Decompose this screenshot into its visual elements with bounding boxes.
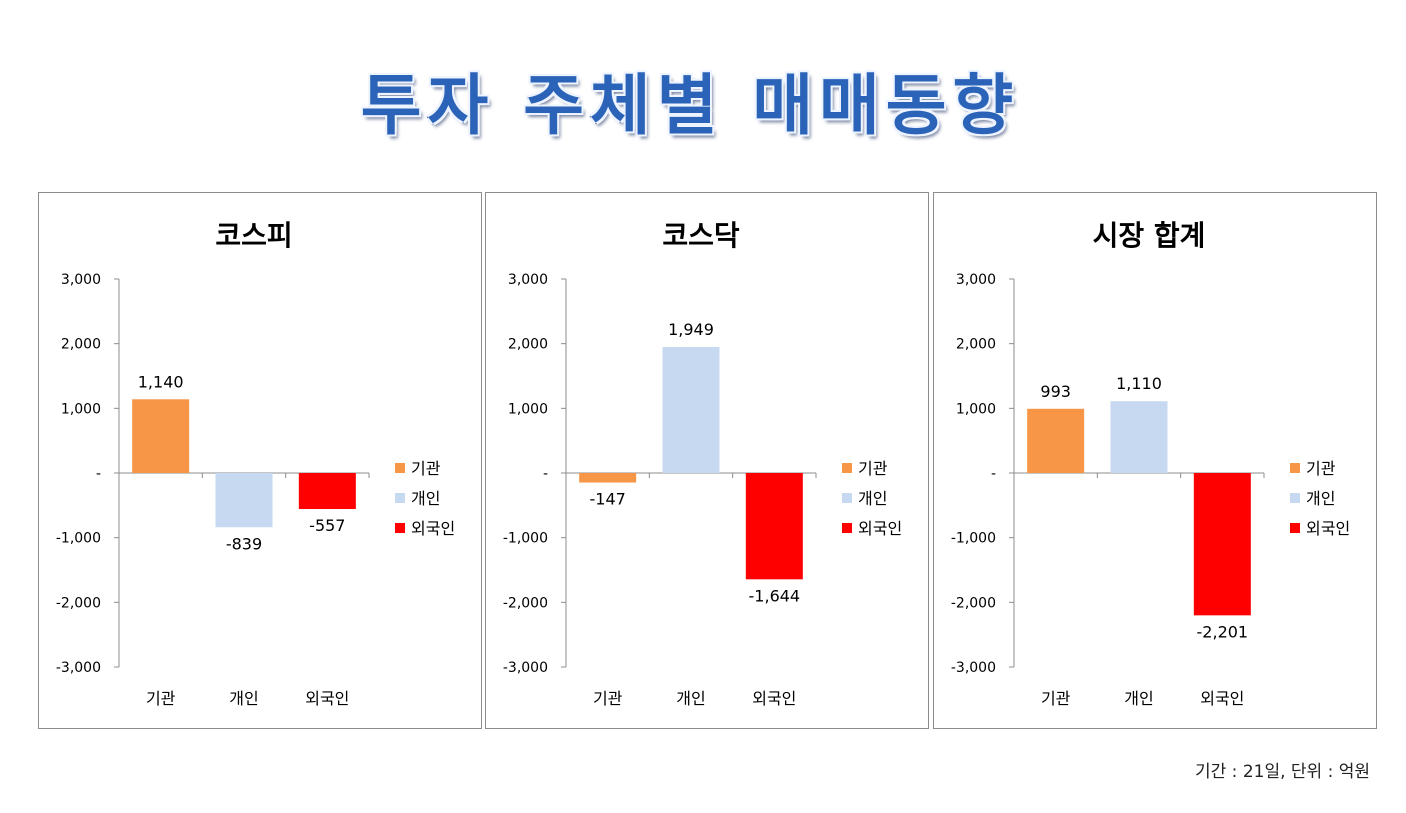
y-tick-label: 1,000 (61, 401, 101, 417)
bar-3 (745, 473, 803, 580)
bar-3 (1193, 473, 1251, 616)
y-tick-label: -1,000 (951, 531, 996, 547)
x-tick-label: 외국인 (1200, 689, 1244, 708)
data-label: 1,110 (1116, 374, 1162, 393)
y-tick-label: - (543, 466, 548, 482)
legend-swatch (395, 523, 405, 533)
x-tick-label: 기관 (593, 689, 623, 708)
legend-label: 외국인 (1306, 519, 1350, 538)
chart-svg: 시장 합계 3,000 2,000 1,000 - -1,000 -2,000 -3,000 9… (951, 219, 1350, 708)
legend-swatch (842, 523, 852, 533)
y-tick-label: -3,000 (951, 660, 996, 676)
y-tick-label: 3,000 (508, 272, 548, 288)
data-label: -557 (309, 516, 345, 535)
chart-panel-total: 시장 합계 3,000 2,000 1,000 - -1,000 -2,000 -3,000 9… (933, 192, 1377, 729)
chart-panel-kospi: 코스피 3,000 2,000 1,000 - -1,000 -2,000 -3,000 1,1… (38, 192, 482, 729)
legend-swatch (1290, 463, 1300, 473)
data-label: -147 (590, 490, 626, 509)
legend-swatch (395, 493, 405, 503)
legend-label: 개인 (411, 489, 440, 508)
chart-svg: 코스닥 3,000 2,000 1,000 - -1,000 -2,000 -3,000 -14… (503, 219, 902, 708)
legend-label: 외국인 (858, 519, 902, 538)
legend-label: 기관 (1306, 459, 1336, 478)
y-tick-label: 3,000 (61, 272, 101, 288)
y-tick-label: - (96, 466, 101, 482)
legend-swatch (1290, 523, 1300, 533)
data-label: -2,201 (1197, 622, 1249, 641)
legend-swatch (1290, 493, 1300, 503)
chart-svg: 코스피 3,000 2,000 1,000 - -1,000 -2,000 -3,000 1,1… (56, 219, 455, 708)
bar-3 (298, 473, 356, 510)
y-tick-label: -1,000 (503, 531, 548, 547)
y-tick-label: -3,000 (56, 660, 101, 676)
data-label: 1,949 (668, 320, 714, 339)
y-tick-label: 2,000 (956, 337, 996, 353)
bar-1 (132, 399, 190, 473)
y-tick-label: 1,000 (956, 401, 996, 417)
bar-1 (579, 473, 637, 483)
legend-label: 외국인 (411, 519, 455, 538)
footnote: 기간 : 21일, 단위 : 억원 (1195, 762, 1370, 782)
legend-label: 기관 (858, 459, 888, 478)
legend-label: 기관 (411, 459, 441, 478)
x-tick-label: 개인 (229, 689, 258, 708)
y-tick-label: -3,000 (503, 660, 548, 676)
x-tick-label: 외국인 (752, 689, 796, 708)
x-tick-label: 기관 (1041, 689, 1071, 708)
chart-title: 코스피 (215, 219, 292, 252)
x-tick-label: 기관 (146, 689, 176, 708)
x-tick-label: 개인 (676, 689, 705, 708)
bar-2 (662, 346, 720, 473)
y-tick-label: -2,000 (503, 595, 548, 611)
page-title: 투자 주체별 매매동향 (360, 66, 1020, 145)
y-tick-label: -1,000 (56, 531, 101, 547)
legend-swatch (395, 463, 405, 473)
data-label: 993 (1040, 382, 1071, 401)
y-tick-label: -2,000 (56, 595, 101, 611)
y-tick-label: 2,000 (61, 337, 101, 353)
y-tick-label: - (991, 466, 996, 482)
data-label: -839 (226, 534, 262, 553)
y-tick-label: 3,000 (956, 272, 996, 288)
legend-label: 개인 (1306, 489, 1335, 508)
x-tick-label: 외국인 (305, 689, 349, 708)
y-tick-label: -2,000 (951, 595, 996, 611)
bar-2 (1110, 401, 1168, 473)
data-label: -1,644 (749, 586, 801, 605)
legend-label: 개인 (858, 489, 887, 508)
data-label: 1,140 (138, 372, 184, 391)
chart-panel-kosdaq: 코스닥 3,000 2,000 1,000 - -1,000 -2,000 -3,000 -14… (485, 192, 929, 729)
y-tick-label: 1,000 (508, 401, 548, 417)
legend-swatch (842, 493, 852, 503)
bar-1 (1027, 408, 1085, 473)
x-tick-label: 개인 (1124, 689, 1153, 708)
chart-title: 시장 합계 (1093, 219, 1206, 252)
bar-2 (215, 473, 273, 528)
chart-title: 코스닥 (662, 219, 740, 252)
y-tick-label: 2,000 (508, 337, 548, 353)
legend-swatch (842, 463, 852, 473)
